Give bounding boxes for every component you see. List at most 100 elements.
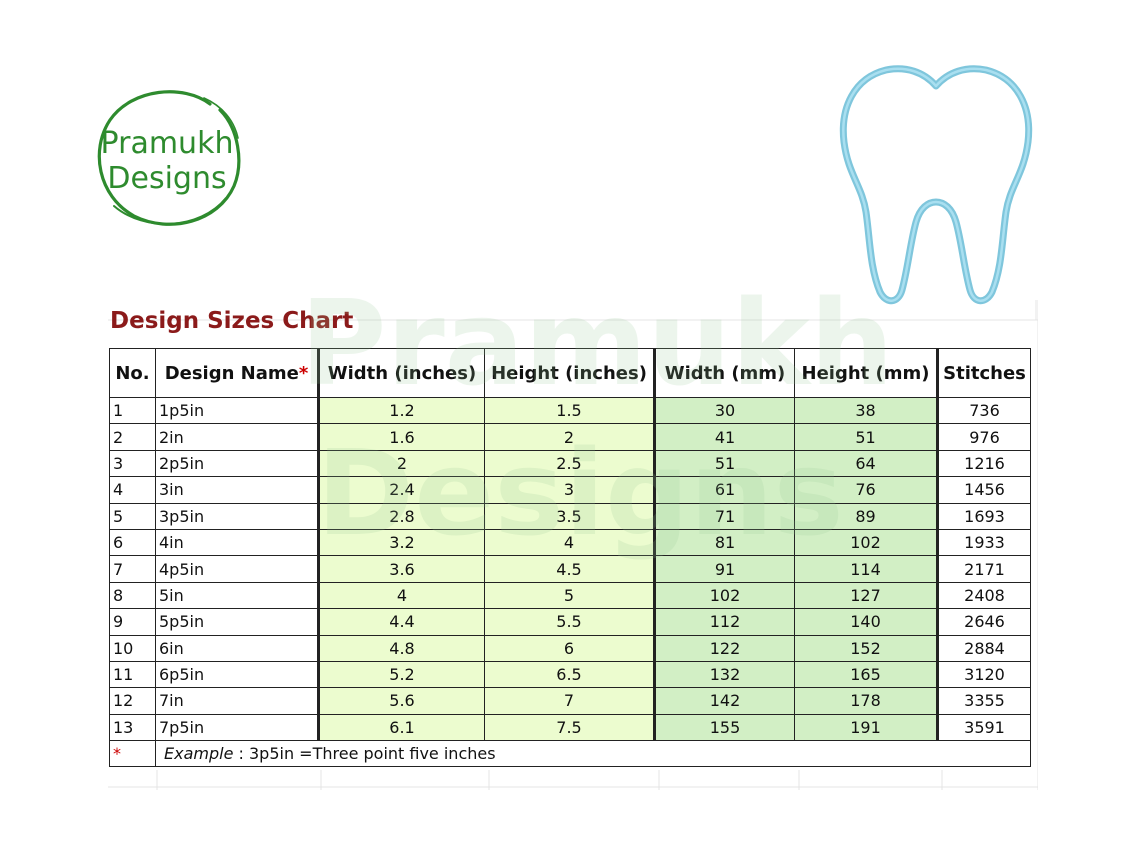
cell-height-mm: 38 bbox=[794, 396, 938, 425]
cell-no: 9 bbox=[109, 608, 156, 636]
cell-height-inches: 5.5 bbox=[484, 608, 655, 636]
cell-design-name: 3p5in bbox=[155, 502, 319, 530]
cell-width-inches: 3.6 bbox=[317, 555, 485, 583]
table-row: 2 2in 1.6 2 41 51 976 bbox=[109, 423, 1031, 451]
cell-no: 4 bbox=[109, 476, 156, 504]
cell-height-mm: 64 bbox=[794, 449, 938, 478]
cell-width-mm: 91 bbox=[653, 555, 795, 583]
cell-stitches: 2171 bbox=[936, 555, 1031, 583]
tooth-outline-icon bbox=[836, 62, 1036, 307]
cell-width-mm: 132 bbox=[653, 660, 795, 689]
table-header-row: No. Design Name* Width (inches) Height (… bbox=[109, 348, 1031, 398]
cell-width-inches: 2.8 bbox=[317, 502, 485, 530]
cell-height-inches: 6.5 bbox=[484, 660, 655, 689]
cell-width-mm: 41 bbox=[653, 423, 795, 451]
cell-design-name: 5in bbox=[155, 581, 319, 610]
footnote-marker: * bbox=[109, 740, 156, 768]
cell-width-inches: 4.8 bbox=[317, 634, 485, 662]
cell-design-name: 4p5in bbox=[155, 555, 319, 583]
cell-width-mm: 61 bbox=[653, 476, 795, 504]
cell-stitches: 1216 bbox=[936, 449, 1031, 478]
cell-design-name: 6in bbox=[155, 634, 319, 662]
cell-width-inches: 1.6 bbox=[317, 423, 485, 451]
cell-no: 6 bbox=[109, 528, 156, 557]
cell-width-inches: 5.2 bbox=[317, 660, 485, 689]
cell-no: 3 bbox=[109, 449, 156, 478]
cell-stitches: 1456 bbox=[936, 476, 1031, 504]
cell-height-inches: 6 bbox=[484, 634, 655, 662]
cell-height-inches: 4.5 bbox=[484, 555, 655, 583]
cell-height-inches: 3.5 bbox=[484, 502, 655, 530]
cell-stitches: 2646 bbox=[936, 608, 1031, 636]
cell-design-name: 3in bbox=[155, 476, 319, 504]
header-design-name: Design Name* bbox=[155, 348, 319, 398]
header-no: No. bbox=[109, 348, 156, 398]
cell-height-inches: 2.5 bbox=[484, 449, 655, 478]
cell-height-mm: 127 bbox=[794, 581, 938, 610]
cell-height-mm: 191 bbox=[794, 713, 938, 742]
cell-design-name: 7in bbox=[155, 687, 319, 715]
cell-height-inches: 7 bbox=[484, 687, 655, 715]
cell-height-mm: 178 bbox=[794, 687, 938, 715]
cell-stitches: 2884 bbox=[936, 634, 1031, 662]
cell-height-mm: 76 bbox=[794, 476, 938, 504]
table-row: 11 6p5in 5.2 6.5 132 165 3120 bbox=[109, 660, 1031, 689]
cell-width-mm: 112 bbox=[653, 608, 795, 636]
spreadsheet-gridlines bbox=[108, 300, 1038, 790]
cell-design-name: 5p5in bbox=[155, 608, 319, 636]
header-width-mm: Width (mm) bbox=[653, 348, 795, 398]
header-height-inches: Height (inches) bbox=[484, 348, 655, 398]
logo-text-line1: Pramukh bbox=[100, 126, 234, 161]
table-row: 6 4in 3.2 4 81 102 1933 bbox=[109, 528, 1031, 557]
cell-width-mm: 71 bbox=[653, 502, 795, 530]
cell-width-inches: 1.2 bbox=[317, 396, 485, 425]
cell-width-mm: 122 bbox=[653, 634, 795, 662]
cell-width-inches: 4 bbox=[317, 581, 485, 610]
cell-height-inches: 1.5 bbox=[484, 396, 655, 425]
cell-width-mm: 81 bbox=[653, 528, 795, 557]
cell-height-mm: 114 bbox=[794, 555, 938, 583]
cell-width-mm: 102 bbox=[653, 581, 795, 610]
cell-height-mm: 152 bbox=[794, 634, 938, 662]
cell-height-inches: 2 bbox=[484, 423, 655, 451]
footnote-label: Example bbox=[164, 744, 234, 764]
header-height-mm: Height (mm) bbox=[794, 348, 938, 398]
cell-height-inches: 7.5 bbox=[484, 713, 655, 742]
cell-stitches: 976 bbox=[936, 423, 1031, 451]
cell-design-name: 2in bbox=[155, 423, 319, 451]
cell-no: 5 bbox=[109, 502, 156, 530]
cell-width-inches: 4.4 bbox=[317, 608, 485, 636]
table-row: 7 4p5in 3.6 4.5 91 114 2171 bbox=[109, 555, 1031, 583]
cell-no: 1 bbox=[109, 396, 156, 425]
cell-design-name: 7p5in bbox=[155, 713, 319, 742]
cell-height-mm: 89 bbox=[794, 502, 938, 530]
cell-stitches: 3591 bbox=[936, 713, 1031, 742]
cell-stitches: 3120 bbox=[936, 660, 1031, 689]
table-row: 10 6in 4.8 6 122 152 2884 bbox=[109, 634, 1031, 662]
cell-height-mm: 140 bbox=[794, 608, 938, 636]
required-marker: * bbox=[298, 362, 309, 384]
cell-stitches: 3355 bbox=[936, 687, 1031, 715]
table-row: 4 3in 2.4 3 61 76 1456 bbox=[109, 476, 1031, 504]
cell-height-mm: 51 bbox=[794, 423, 938, 451]
table-row: 1 1p5in 1.2 1.5 30 38 736 bbox=[109, 396, 1031, 425]
cell-width-mm: 155 bbox=[653, 713, 795, 742]
table-row: 12 7in 5.6 7 142 178 3355 bbox=[109, 687, 1031, 715]
cell-width-mm: 142 bbox=[653, 687, 795, 715]
cell-stitches: 1933 bbox=[936, 528, 1031, 557]
cell-no: 11 bbox=[109, 660, 156, 689]
table-row: 13 7p5in 6.1 7.5 155 191 3591 bbox=[109, 713, 1031, 742]
table-row: 9 5p5in 4.4 5.5 112 140 2646 bbox=[109, 608, 1031, 636]
cell-stitches: 1693 bbox=[936, 502, 1031, 530]
cell-design-name: 1p5in bbox=[155, 396, 319, 425]
cell-width-inches: 2.4 bbox=[317, 476, 485, 504]
chart-title: Design Sizes Chart bbox=[110, 308, 354, 334]
cell-width-mm: 30 bbox=[653, 396, 795, 425]
logo-ring-icon bbox=[97, 90, 241, 226]
cell-width-inches: 3.2 bbox=[317, 528, 485, 557]
design-sizes-table: No. Design Name* Width (inches) Height (… bbox=[109, 348, 1031, 768]
cell-height-inches: 5 bbox=[484, 581, 655, 610]
cell-no: 13 bbox=[109, 713, 156, 742]
cell-no: 12 bbox=[109, 687, 156, 715]
header-width-inches: Width (inches) bbox=[317, 348, 485, 398]
